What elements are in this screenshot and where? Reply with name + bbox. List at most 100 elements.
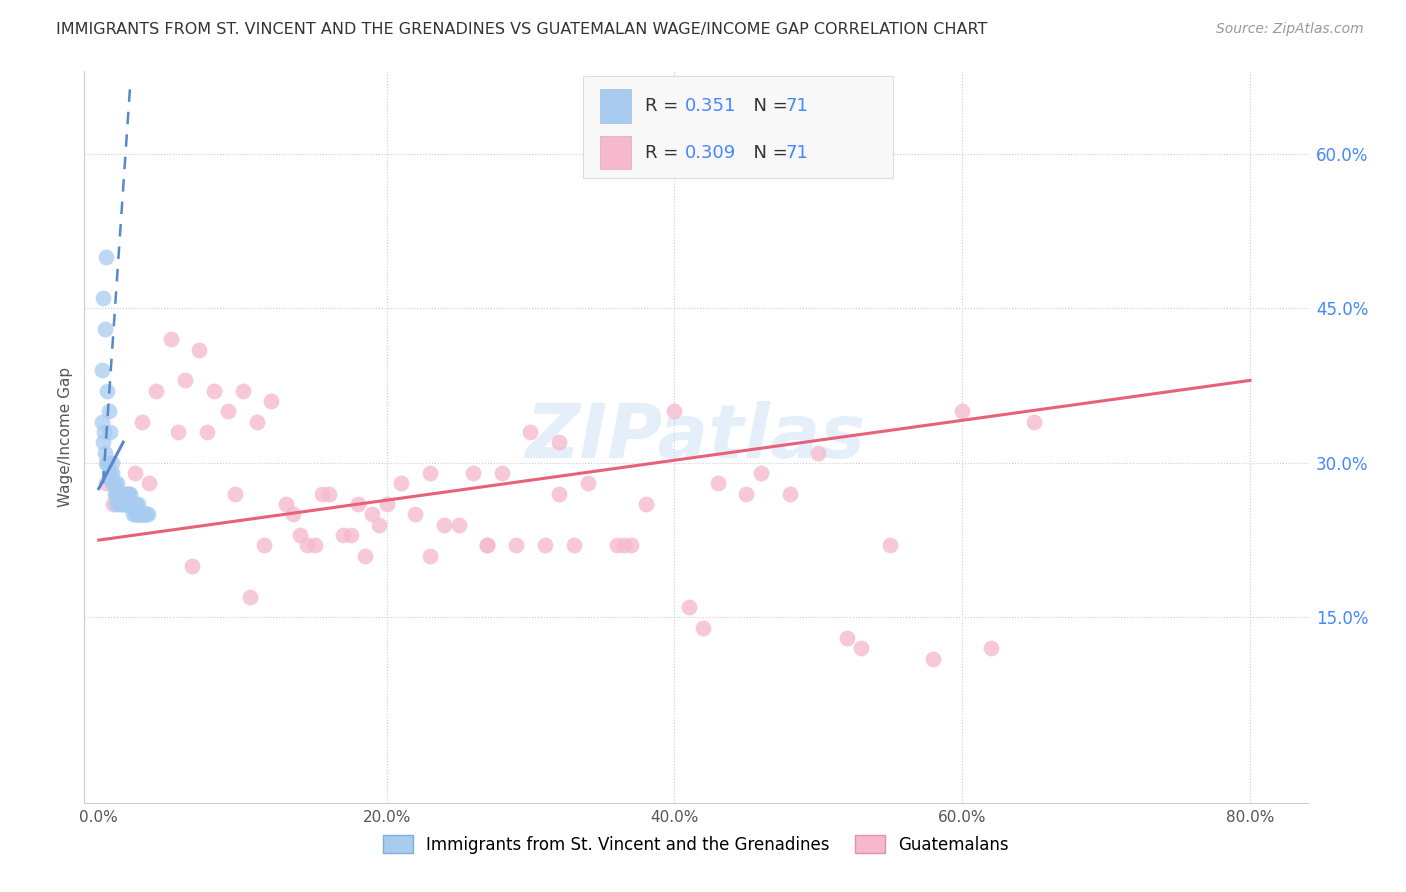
Point	[980, 641, 1002, 656]
Point	[260, 394, 283, 409]
Point	[124, 497, 146, 511]
Point	[807, 445, 830, 459]
Point	[562, 538, 585, 552]
Point	[461, 466, 484, 480]
Point	[117, 487, 139, 501]
Point	[224, 487, 246, 501]
Point	[217, 404, 239, 418]
Point	[311, 487, 333, 501]
Point	[125, 497, 148, 511]
Point	[111, 487, 134, 501]
Point	[135, 508, 157, 522]
Point	[519, 425, 541, 439]
Point	[375, 497, 398, 511]
Point	[246, 415, 269, 429]
Point	[664, 404, 686, 418]
Point	[105, 497, 128, 511]
Point	[120, 497, 142, 511]
Point	[93, 445, 115, 459]
Point	[97, 456, 120, 470]
Text: IMMIGRANTS FROM ST. VINCENT AND THE GRENADINES VS GUATEMALAN WAGE/INCOME GAP COR: IMMIGRANTS FROM ST. VINCENT AND THE GREN…	[56, 22, 987, 37]
Point	[103, 487, 125, 501]
Point	[879, 538, 901, 552]
Point	[477, 538, 499, 552]
Point	[94, 476, 117, 491]
Point	[835, 631, 858, 645]
Point	[117, 487, 139, 501]
Point	[100, 456, 122, 470]
Point	[94, 456, 117, 470]
Point	[132, 508, 155, 522]
Point	[90, 415, 112, 429]
Point	[339, 528, 361, 542]
Point	[129, 508, 152, 522]
Point	[477, 538, 499, 552]
Point	[105, 487, 128, 501]
Point	[274, 497, 297, 511]
Point	[100, 476, 122, 491]
Point	[97, 466, 120, 480]
Point	[131, 415, 153, 429]
Text: R =: R =	[645, 144, 685, 161]
Text: N =: N =	[742, 144, 794, 161]
Point	[606, 538, 628, 552]
Point	[297, 538, 319, 552]
Point	[174, 373, 197, 387]
Point	[91, 291, 114, 305]
Point	[145, 384, 167, 398]
Y-axis label: Wage/Income Gap: Wage/Income Gap	[58, 367, 73, 508]
Point	[122, 508, 145, 522]
Text: R =: R =	[645, 97, 685, 115]
Point	[96, 384, 118, 398]
Point	[97, 404, 120, 418]
Point	[548, 487, 571, 501]
Point	[131, 508, 153, 522]
Point	[128, 508, 150, 522]
Point	[368, 517, 391, 532]
Text: 71: 71	[786, 97, 808, 115]
Point	[98, 425, 121, 439]
Point	[132, 508, 155, 522]
Point	[127, 508, 149, 522]
Point	[188, 343, 211, 357]
Point	[749, 466, 772, 480]
Point	[304, 538, 326, 552]
Point	[131, 508, 153, 522]
Point	[124, 508, 146, 522]
Point	[354, 549, 377, 563]
Point	[290, 528, 312, 542]
Point	[491, 466, 513, 480]
Point	[318, 487, 340, 501]
Point	[181, 558, 204, 573]
Point	[281, 508, 304, 522]
Point	[419, 466, 441, 480]
Point	[103, 476, 125, 491]
Point	[1024, 415, 1046, 429]
Point	[202, 384, 225, 398]
Point	[105, 476, 128, 491]
Point	[90, 363, 112, 377]
Point	[124, 466, 146, 480]
Point	[419, 549, 441, 563]
Point	[851, 641, 873, 656]
Point	[93, 425, 115, 439]
Point	[129, 508, 152, 522]
Point	[505, 538, 527, 552]
Point	[576, 476, 599, 491]
Point	[134, 508, 156, 522]
Point	[94, 250, 117, 264]
Point	[950, 404, 973, 418]
Point	[404, 508, 426, 522]
Point	[118, 497, 141, 511]
Point	[107, 487, 129, 501]
Point	[107, 487, 129, 501]
Point	[120, 497, 142, 511]
Point	[101, 476, 124, 491]
Point	[613, 538, 636, 552]
Point	[115, 497, 138, 511]
Point	[253, 538, 276, 552]
Point	[114, 497, 136, 511]
Point	[138, 476, 160, 491]
Point	[534, 538, 557, 552]
Point	[101, 466, 124, 480]
